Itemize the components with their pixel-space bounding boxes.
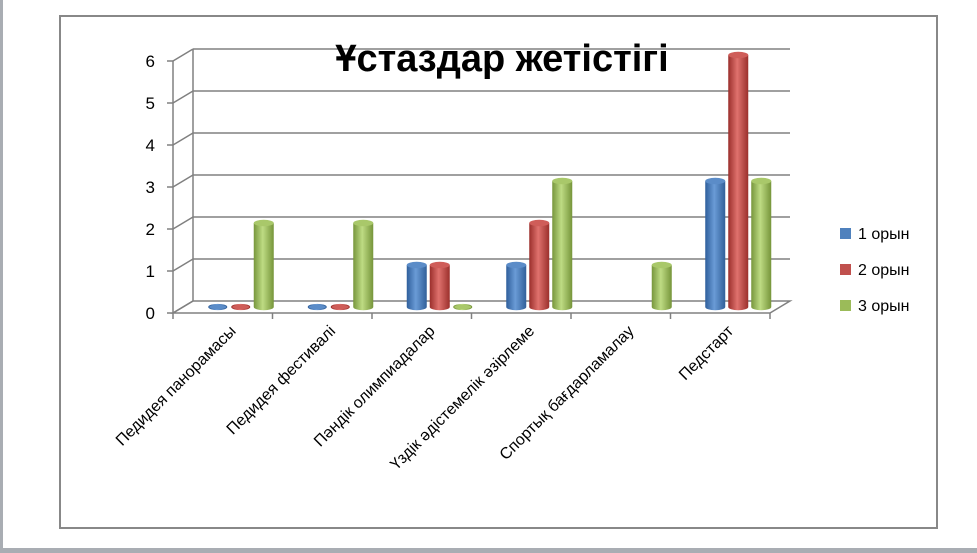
bar	[353, 219, 374, 311]
y-tick-label: 0	[146, 304, 155, 323]
bar-body	[506, 265, 527, 311]
gridline-side	[172, 258, 194, 272]
bar	[231, 303, 251, 311]
bar	[552, 177, 573, 311]
bar	[307, 303, 327, 311]
legend-label: 1 орын	[858, 226, 909, 243]
bar-body	[253, 223, 274, 311]
y-tick-label: 1	[146, 262, 155, 281]
bar-body	[705, 181, 726, 311]
bar	[406, 261, 427, 311]
bar-body	[728, 55, 749, 311]
bar	[453, 303, 473, 311]
bar-body	[429, 265, 450, 311]
bar-body	[529, 223, 550, 311]
bar-zero	[208, 303, 228, 311]
grid-layer	[167, 48, 793, 319]
chart-border	[59, 15, 938, 529]
legend: 1 орын 2 орын 3 орын	[840, 226, 909, 315]
bar	[253, 219, 274, 311]
gridline-side	[172, 132, 194, 146]
legend-swatch	[840, 228, 851, 239]
bar	[705, 177, 726, 311]
bar-top	[506, 261, 527, 269]
bar-body	[406, 265, 427, 311]
y-tick-label: 5	[146, 94, 155, 113]
y-tick-label: 3	[146, 178, 155, 197]
gridline-side	[172, 48, 194, 62]
bar	[529, 219, 550, 311]
bar	[506, 261, 527, 311]
bar	[751, 177, 772, 311]
bar	[728, 51, 749, 311]
bar-zero	[231, 303, 251, 311]
bar-top	[406, 261, 427, 269]
bar-top	[429, 261, 450, 269]
gridline-side	[172, 90, 194, 104]
chart-title: Ұстаздар жетістігі	[335, 38, 668, 80]
y-tick-label: 2	[146, 220, 155, 239]
bar-body	[751, 181, 772, 311]
legend-swatch	[840, 300, 851, 311]
bar-top	[529, 219, 550, 227]
bar-body	[353, 223, 374, 311]
bar-top	[253, 219, 274, 227]
gridline-side	[172, 300, 194, 314]
y-tick-label: 6	[146, 52, 155, 71]
gridline-side	[172, 216, 194, 230]
y-tick-label: 4	[146, 136, 155, 155]
bar-top	[651, 261, 672, 269]
bar-zero	[453, 303, 473, 311]
legend-label: 3 орын	[858, 298, 909, 315]
bar	[651, 261, 672, 311]
legend-label: 2 орын	[858, 262, 909, 279]
bar-top	[705, 177, 726, 185]
bar-top	[751, 177, 772, 185]
gridline-side	[172, 174, 194, 188]
bar-top	[728, 51, 749, 59]
bars-layer	[208, 51, 772, 311]
bar-top	[353, 219, 374, 227]
bar	[429, 261, 450, 311]
bar-body	[552, 181, 573, 311]
legend-swatch	[840, 264, 851, 275]
bar-top	[552, 177, 573, 185]
bar-zero	[330, 303, 350, 311]
bar-body	[651, 265, 672, 311]
bar-zero	[307, 303, 327, 311]
bar	[330, 303, 350, 311]
bar	[208, 303, 228, 311]
